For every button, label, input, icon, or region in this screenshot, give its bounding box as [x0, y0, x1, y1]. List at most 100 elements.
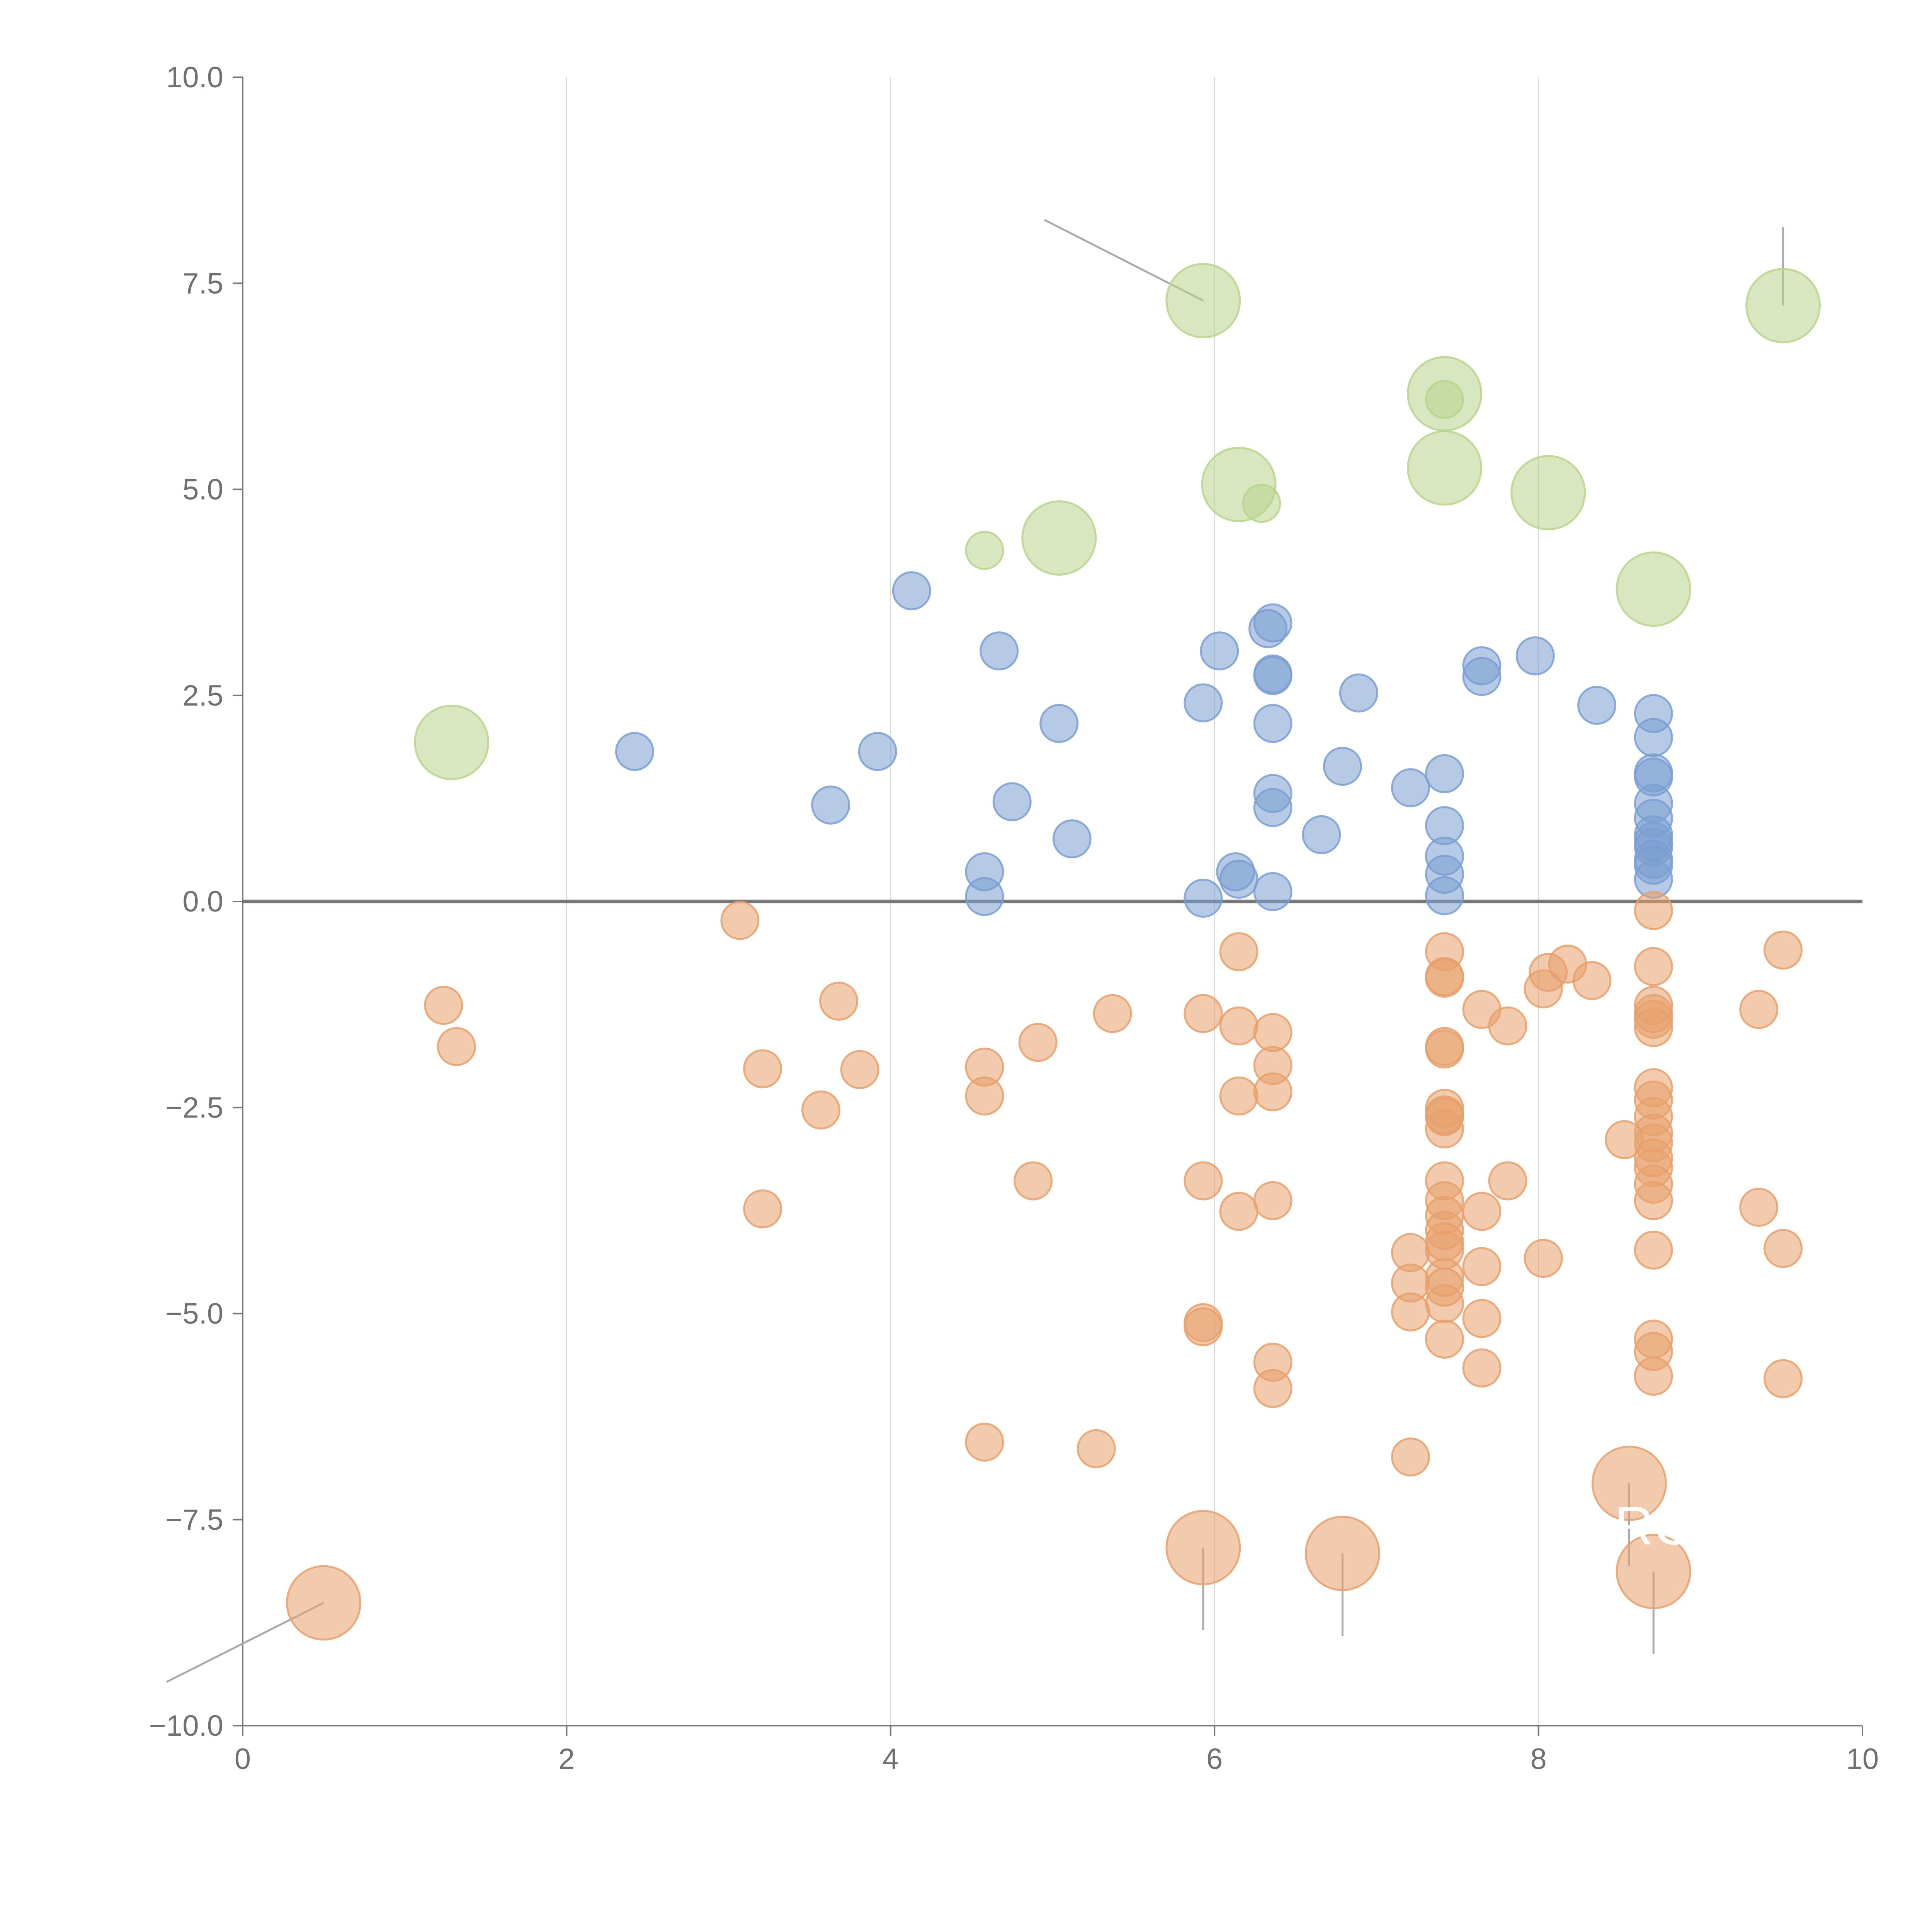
x-tick-label: 10	[1846, 1743, 1879, 1776]
data-point-highlight-positive-large	[1406, 356, 1482, 432]
data-point-positive	[811, 785, 850, 825]
data-point-highlight-negative-large	[286, 1565, 362, 1641]
y-tick-label: −2.5	[165, 1091, 223, 1124]
data-point-negative	[1077, 1429, 1116, 1468]
data-point-positive	[615, 732, 654, 771]
data-point-negative	[1764, 930, 1803, 970]
data-point-negative	[1253, 1369, 1293, 1408]
data-point-highlight-positive-large	[1406, 430, 1482, 506]
x-tick-label: 4	[883, 1743, 899, 1776]
data-point-negative	[1018, 1023, 1058, 1062]
data-point-negative	[1488, 1006, 1527, 1046]
data-point-highlight-negative-large	[1591, 1446, 1667, 1521]
data-point-highlight-positive-large	[414, 704, 490, 780]
data-point-negative	[1014, 1161, 1053, 1201]
data-point-positive	[1253, 788, 1293, 827]
data-point-positive	[1200, 631, 1239, 671]
data-point-positive	[1253, 704, 1293, 743]
y-tick-label: 10.0	[166, 61, 223, 94]
data-point-negative	[1739, 990, 1779, 1029]
data-point-negative	[840, 1050, 879, 1089]
data-point-highlight-positive-large	[1616, 551, 1691, 627]
data-point-negative	[1425, 1320, 1464, 1359]
data-point-negative	[1764, 1229, 1803, 1268]
data-point-positive	[1302, 815, 1341, 854]
data-point-negative	[1253, 1013, 1293, 1052]
y-tick-label: 0.0	[182, 885, 223, 918]
data-point-highlight-positive-large	[1201, 447, 1277, 522]
data-point-negative	[1425, 1284, 1464, 1323]
x-tick-label: 6	[1206, 1743, 1223, 1776]
data-point-positive	[965, 877, 1004, 916]
y-tick-label: −7.5	[165, 1503, 223, 1536]
data-point-positive	[1425, 754, 1464, 793]
data-point-positive	[1634, 718, 1673, 757]
data-point-negative	[1634, 947, 1673, 986]
data-point-negative	[1184, 994, 1223, 1033]
data-points	[286, 263, 1821, 1641]
data-point-highlight-positive-large	[1021, 500, 1097, 576]
data-point-negative	[1634, 1230, 1673, 1270]
data-point-positive	[1577, 685, 1617, 725]
x-tick-label: 8	[1530, 1743, 1546, 1776]
data-point-highlight-positive-large	[1165, 263, 1241, 338]
data-point-negative	[1184, 1161, 1223, 1201]
data-point-highlight-positive-large	[1510, 455, 1586, 531]
data-point-positive	[1339, 673, 1378, 713]
data-point-negative	[1093, 994, 1132, 1033]
axes: 0 2 4 6 8 10 10.0 7.5 5.0 2.5 0.0 −2.5 −5.0 −7.5 −10.0	[149, 61, 1879, 1776]
data-point-negative	[424, 986, 463, 1025]
data-point-positive	[892, 571, 931, 611]
data-point-negative	[1462, 1247, 1502, 1286]
data-point-positive	[1184, 878, 1223, 918]
y-tick-label: −5.0	[165, 1298, 223, 1330]
annotation-leader-lines	[166, 219, 1784, 1683]
data-point-negative	[1184, 1307, 1223, 1347]
annotation-label: RC	[1614, 1495, 1692, 1556]
data-point-negative	[1462, 1348, 1502, 1388]
data-point-negative	[1739, 1187, 1779, 1227]
data-point-positive	[1253, 603, 1293, 643]
data-point-positive	[1184, 683, 1223, 723]
data-point-negative	[1253, 1072, 1293, 1112]
data-point-negative	[1634, 1181, 1673, 1220]
data-point-positive	[1219, 859, 1259, 899]
data-point-negative	[437, 1027, 476, 1066]
data-point-negative	[1634, 1008, 1673, 1047]
data-point-negative	[1219, 1192, 1259, 1231]
y-tick-label: 7.5	[182, 267, 223, 300]
data-point-negative	[1488, 1161, 1527, 1201]
data-point-negative	[1391, 1292, 1430, 1332]
data-point-positive	[1039, 704, 1079, 743]
data-point-negative	[965, 1422, 1004, 1462]
y-tick-label: 2.5	[182, 679, 223, 712]
data-point-positive	[1052, 819, 1092, 859]
data-point-negative	[1219, 1076, 1259, 1116]
data-point-positive	[1425, 876, 1464, 915]
data-point-positive	[1391, 768, 1430, 808]
data-point-negative	[819, 981, 859, 1021]
annotation-labels: RC	[1614, 1495, 1692, 1556]
data-point-positive	[992, 782, 1032, 821]
data-point-positive	[1462, 657, 1502, 696]
data-point-negative	[743, 1049, 782, 1088]
data-point-negative	[1425, 1109, 1464, 1149]
data-point-negative	[1634, 1357, 1673, 1396]
data-point-negative	[1425, 1029, 1464, 1069]
data-point-negative	[1219, 932, 1259, 971]
data-point-highlight-negative-large	[1304, 1515, 1380, 1591]
data-point-negative	[965, 1076, 1004, 1116]
data-point-negative	[1524, 1239, 1563, 1278]
data-point-positive	[1515, 636, 1555, 675]
data-point-negative	[1219, 1006, 1259, 1046]
x-tick-label: 2	[558, 1743, 575, 1776]
data-point-negative	[1462, 1299, 1502, 1338]
data-point-negative	[743, 1189, 782, 1229]
data-point-negative	[1572, 961, 1612, 1000]
data-point-highlight-positive-large	[1745, 268, 1821, 344]
data-point-negative	[801, 1090, 841, 1130]
data-point-positive	[858, 732, 897, 771]
data-point-positive	[980, 631, 1019, 671]
data-point-highlight-negative-large	[1616, 1534, 1691, 1609]
